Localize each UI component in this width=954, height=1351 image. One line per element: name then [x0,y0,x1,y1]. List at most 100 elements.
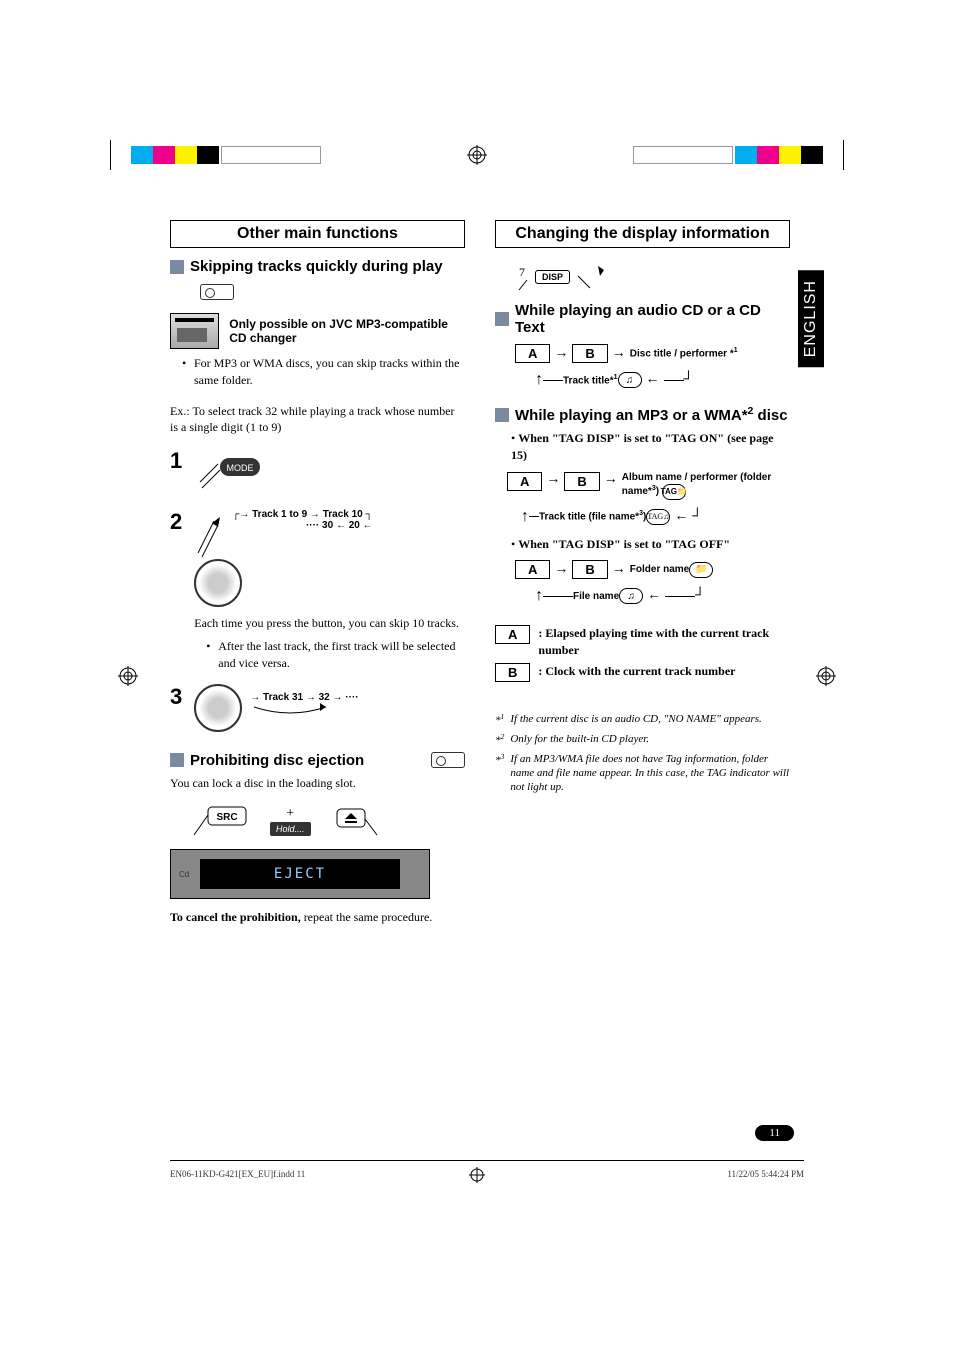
cancel-text: To cancel the prohibition, repeat the sa… [170,909,465,926]
each-time-text: Each time you press the button, you can … [194,615,465,632]
subtitle-prohibiting: Prohibiting disc ejection [170,752,465,769]
right-column: Changing the display information 7 DISP … [495,220,790,926]
bullet-box-icon [170,753,184,767]
subtitle-text: While playing an audio CD or a CD Text [515,302,790,336]
subtitle-audio-cd: While playing an audio CD or a CD Text [495,302,790,336]
registration-mark-icon [469,1167,485,1183]
tag-note-icon: TAG♫ [646,509,670,525]
subtitle-skipping: Skipping tracks quickly during play [170,258,465,275]
control-knob-icon [194,559,242,607]
svg-text:7: 7 [519,265,525,279]
key-b: B [564,472,599,491]
svg-text:SRC: SRC [216,812,237,823]
footer-right: 11/22/05 5:44:24 PM [727,1169,804,1179]
subtitle-text: Skipping tracks quickly during play [190,258,443,275]
subtitle-text: While playing an MP3 or a WMA*2 disc [515,405,788,424]
disp-label: DISP [535,270,570,284]
folder-icon: 📁 [689,562,713,578]
plus-icon: + [270,806,311,822]
section-title: Other main functions [170,220,465,248]
subtitle-text: Prohibiting disc ejection [190,752,364,769]
control-knob-icon [194,684,242,732]
svg-text:MODE: MODE [227,463,254,473]
key-a: A [515,560,550,579]
tag-on-heading: • When "TAG DISP" is set to "TAG ON" (se… [511,430,790,464]
disp-button-graphic: 7 DISP [515,262,790,292]
hold-label: Hold.... [270,822,311,836]
key-a: A [507,472,542,491]
color-block [153,146,175,164]
key-b: B [495,663,530,682]
track-title2-label: Track title (file name*3) [539,510,646,522]
bullet-box-icon [495,408,509,422]
tag-off-heading: • When "TAG DISP" is set to "TAG OFF" [511,536,790,553]
track-sequence: ┌→ Track 1 to 9 → Track 10 ┐ [232,509,372,520]
color-block [735,146,757,164]
color-block [131,146,153,164]
pointer-lines-icon [194,509,224,559]
step-number: 3 [170,684,182,710]
footer-left: EN06-11KD-G421[EX_EU]f.indd 11 [170,1169,305,1179]
flow-diagram-2: A → B → Album name / performer (folder n… [507,472,790,526]
track-sequence-2: ···· 30 ← 20 ← [232,520,372,531]
subtitle-mp3: While playing an MP3 or a WMA*2 disc [495,405,790,424]
music-note-icon: ♫ [618,372,642,388]
footnote-2: Only for the built-in CD player. [510,732,649,748]
color-block [757,146,779,164]
registration-mark-icon [467,145,487,165]
eject-button-icon [331,801,381,841]
color-block [779,146,801,164]
src-button-icon: SRC [190,801,250,841]
button-combo: SRC + Hold.... [190,801,465,841]
power-button-icon [431,752,465,768]
folder-name-label: Folder name [630,564,689,575]
flow-diagram-1: A → B → Disc title / performer *1 ↑ Trac… [515,344,790,389]
example-text: Ex.: To select track 32 while playing a … [170,403,465,437]
key-b: B [572,560,607,579]
track-title-label: Track title*1 [563,374,618,386]
color-block [175,146,197,164]
left-column: Other main functions Skipping tracks qui… [170,220,465,926]
registration-mark-icon [118,666,138,686]
section-title: Changing the display information [495,220,790,248]
page-number: 11 [755,1125,794,1141]
footnote-3: If an MP3/WMA file does not have Tag inf… [510,752,790,795]
footnote-1: If the current disc is an audio CD, "NO … [510,712,761,728]
list-item: After the last track, the first track wi… [206,638,465,672]
display-panel: Cd EJECT [170,849,430,899]
registration-mark-icon [816,666,836,686]
key-b: B [572,344,607,363]
music-note-icon: ♫ [619,588,643,604]
footer-rule [170,1160,804,1161]
pointer-icon [576,262,606,292]
mode-button-icon: MODE [194,448,264,492]
language-tab: ENGLISH [798,270,824,367]
bullet-box-icon [170,260,184,274]
flow-diagram-3: A → B → Folder name 📁 ↑ File name ♫ ← ┘ [515,560,790,605]
bullet-box-icon [495,312,509,326]
page-content: Other main functions Skipping tracks qui… [170,220,790,926]
key-a: A [515,344,550,363]
track31-text: → Track 31 → 32 → ···· [250,692,358,703]
power-button-graphic [200,283,465,301]
step-1: 1 MODE [170,448,465,497]
crop-marks-top [110,140,844,170]
step-number: 1 [170,448,182,474]
album-label: Album name / performer (folder name*3) T… [622,472,790,500]
color-block [801,146,823,164]
file-name-label: File name [573,591,619,602]
step-number: 2 [170,509,182,535]
only-possible-text: Only possible on JVC MP3-compatible CD c… [229,317,465,346]
legend: A : Elapsed playing time with the curren… [495,625,790,682]
step-2: 2 ┌→ Track 1 to 9 → Track 10 ┐ ···· 30 ←… [170,509,465,671]
cd-changer-icon [170,313,219,349]
list-item: For MP3 or WMA discs, you can skip track… [182,355,465,389]
footnotes: *1If the current disc is an audio CD, "N… [495,712,790,795]
color-block [197,146,219,164]
display-text: EJECT [200,859,400,889]
disc-title-label: Disc title / performer *1 [630,347,738,359]
step-3: 3 → Track 31 → 32 → ···· [170,684,465,732]
note-list: For MP3 or WMA discs, you can skip track… [182,355,465,389]
key-a: A [495,625,530,644]
lock-text: You can lock a disc in the loading slot. [170,775,465,792]
